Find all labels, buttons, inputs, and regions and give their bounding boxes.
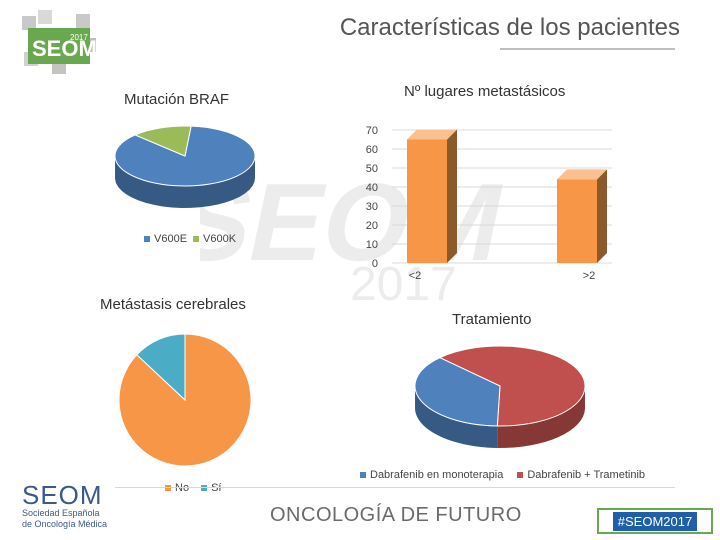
bar-side-1	[597, 169, 607, 263]
legend-swatch-combination	[517, 472, 524, 478]
treatment-legend: Dabrafenib en monoterapia Dabrafenib + T…	[360, 469, 645, 481]
bar-0	[407, 139, 447, 263]
braf-pie-wall-0	[115, 156, 255, 208]
bar-1	[557, 179, 597, 263]
treatment-pie-wall-1	[415, 387, 498, 448]
y-tick-label: 70	[366, 125, 378, 137]
brain-mets-pie-chart	[118, 333, 252, 467]
brain-mets-chart-title: Metástasis cerebrales	[100, 296, 246, 313]
legend-swatch-no	[165, 485, 171, 491]
seom-org-logo: SEOM Sociedad Española de Oncología Médi…	[22, 482, 122, 534]
org-name: SEOM	[22, 480, 103, 510]
legend-label-v600e: V600E	[154, 233, 188, 245]
slide-title: Características de los pacientes	[339, 14, 680, 41]
bar-top-1	[557, 169, 607, 180]
logo-text: SEOM	[32, 36, 97, 61]
y-tick-label: 20	[366, 220, 378, 232]
legend-label-no: No	[175, 482, 190, 494]
seom-watermark: SEOM 2017	[200, 160, 515, 310]
treatment-pie-chart	[414, 345, 586, 448]
footer-slogan: ONCOLOGÍA DE FUTURO	[270, 504, 522, 526]
logo-year: 2017	[70, 33, 88, 42]
hashtag-badge: #SEOM2017	[597, 508, 713, 534]
bar-side-0	[447, 129, 457, 263]
braf-pie-chart	[114, 125, 256, 208]
legend-label-monotherapy: Dabrafenib en monoterapia	[370, 469, 504, 481]
brain-mets-legend: No Sí	[165, 482, 221, 494]
braf-chart-title: Mutación BRAF	[124, 91, 230, 108]
y-tick-label: 0	[372, 258, 378, 270]
x-tick-label: >2	[583, 270, 596, 282]
seom-2017-logo: SEOM 2017	[18, 8, 100, 80]
treatment-pie-slice-0	[438, 345, 586, 427]
org-subtitle-2: de Oncología Médica	[22, 519, 108, 529]
bar-top-0	[407, 129, 457, 140]
treatment-pie-slice-1	[414, 357, 501, 427]
legend-swatch-monotherapy	[360, 472, 366, 478]
y-tick-label: 60	[366, 144, 378, 156]
metastatic-sites-bar-chart: 0 10 20 30 40 50 60 70 <2 >2	[366, 125, 612, 282]
brain-mets-pie-slice-1	[136, 333, 186, 402]
metastatic-sites-chart-title: Nº lugares metastásicos	[404, 83, 566, 100]
treatment-chart-title: Tratamiento	[452, 311, 532, 328]
title-underline	[500, 48, 675, 50]
legend-swatch-si	[201, 485, 208, 491]
watermark-year: 2017	[350, 258, 457, 310]
legend-swatch-v600k	[193, 236, 200, 242]
x-tick-label: <2	[409, 270, 422, 282]
legend-label-si: Sí	[211, 482, 222, 494]
legend-swatch-v600e	[144, 236, 150, 242]
org-subtitle-1: Sociedad Española	[22, 508, 100, 518]
treatment-pie-wall-0	[497, 386, 585, 448]
braf-pie-slice-1	[133, 125, 192, 157]
y-tick-label: 40	[366, 182, 378, 194]
legend-label-combination: Dabrafenib + Trametinib	[527, 469, 646, 481]
logo-cube-icon: SEOM 2017	[22, 10, 97, 74]
y-tick-label: 10	[366, 239, 378, 251]
y-tick-label: 30	[366, 201, 378, 213]
footer-divider	[115, 487, 675, 488]
braf-legend: V600E V600K	[144, 233, 236, 245]
y-tick-label: 50	[366, 163, 378, 175]
hashtag-text: #SEOM2017	[612, 511, 698, 531]
legend-label-v600k: V600K	[203, 233, 237, 245]
